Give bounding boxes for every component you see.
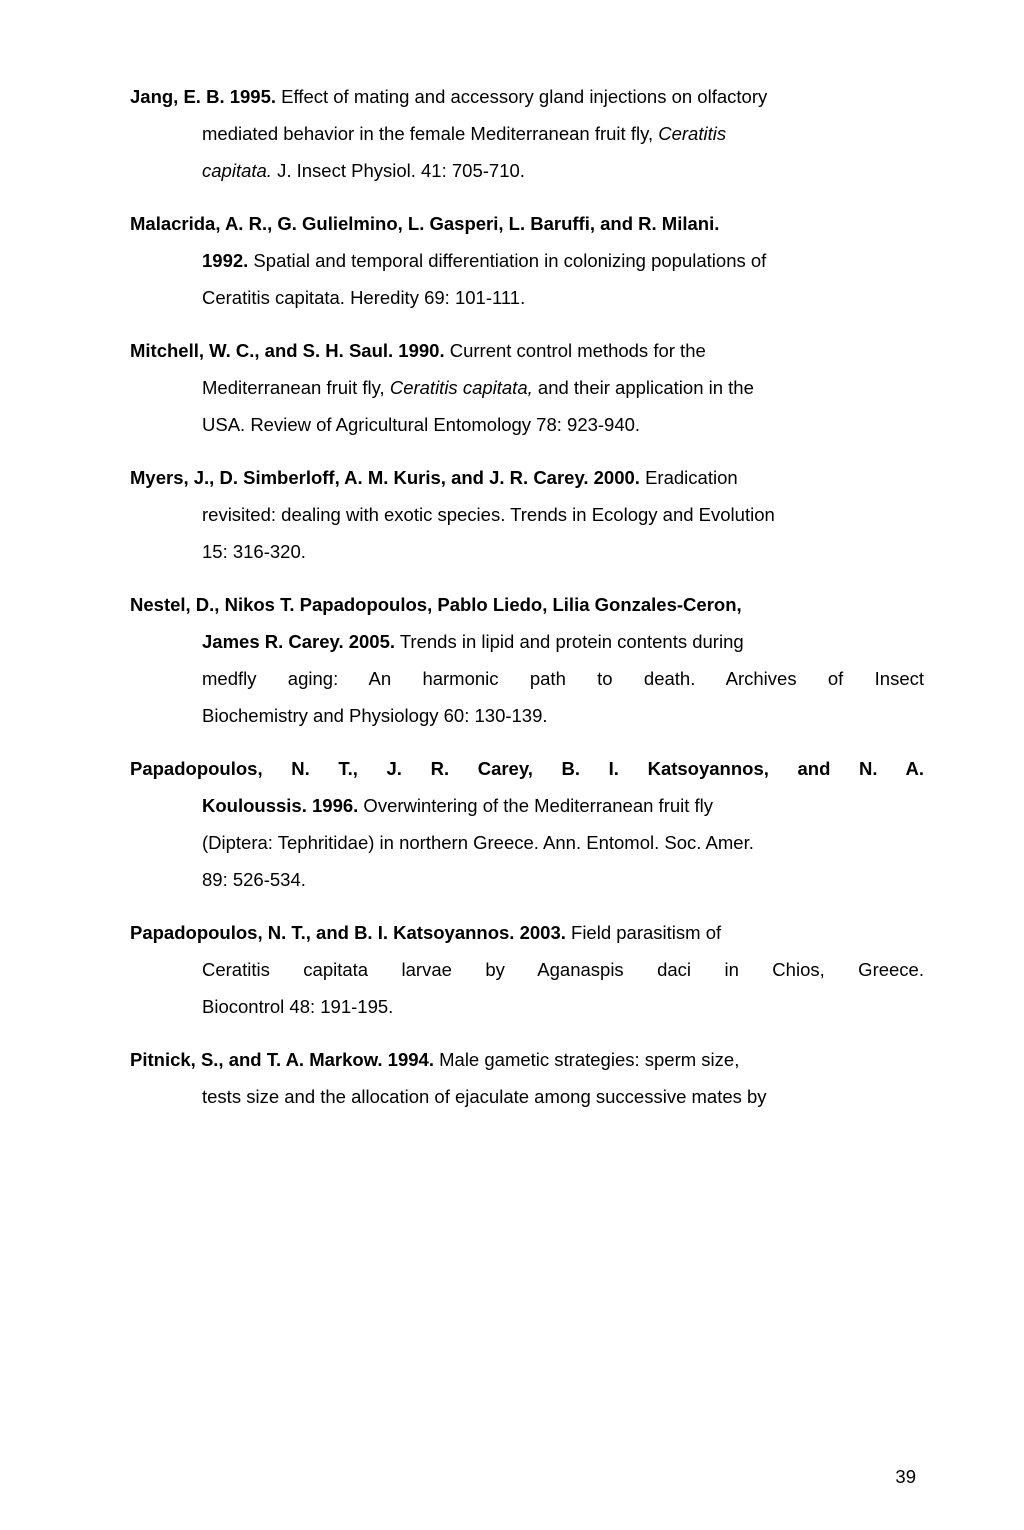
ref-text: Biochemistry and Physiology 60: 130-139.: [202, 705, 548, 726]
ref-italic: capitata.: [202, 160, 272, 181]
ref-text: Trends in lipid and protein contents dur…: [395, 631, 744, 652]
ref-authors: Nestel, D., Nikos T. Papadopoulos, Pablo…: [130, 594, 742, 615]
reference-entry: Myers, J., D. Simberloff, A. M. Kuris, a…: [130, 459, 924, 570]
reference-entry: Nestel, D., Nikos T. Papadopoulos, Pablo…: [130, 586, 924, 734]
ref-text: tests size and the allocation of ejacula…: [202, 1086, 767, 1107]
ref-text: 89: 526-534.: [202, 869, 306, 890]
ref-text: Overwintering of the Mediterranean fruit…: [358, 795, 713, 816]
ref-authors: Mitchell, W. C., and S. H. Saul. 1990.: [130, 340, 445, 361]
ref-text: and their application in the: [533, 377, 754, 398]
reference-entry: Pitnick, S., and T. A. Markow. 1994. Mal…: [130, 1041, 924, 1115]
ref-text: Ceratitis capitata larvae by Aganaspis d…: [202, 959, 924, 980]
ref-text: Spatial and temporal differentiation in …: [248, 250, 766, 271]
ref-italic: Ceratitis capitata,: [390, 377, 533, 398]
ref-text: Eradication: [640, 467, 738, 488]
ref-year: 1992.: [202, 250, 248, 271]
ref-text: Ceratitis capitata. Heredity 69: 101-111…: [202, 287, 525, 308]
ref-year: James R. Carey. 2005.: [202, 631, 395, 652]
ref-text: J. Insect Physiol. 41: 705-710.: [272, 160, 525, 181]
ref-authors: Pitnick, S., and T. A. Markow. 1994.: [130, 1049, 434, 1070]
reference-entry: Malacrida, A. R., G. Gulielmino, L. Gasp…: [130, 205, 924, 316]
reference-list: Jang, E. B. 1995. Effect of mating and a…: [130, 78, 924, 1115]
ref-authors: Papadopoulos, N. T., J. R. Carey, B. I. …: [130, 758, 924, 779]
ref-text: Mediterranean fruit fly,: [202, 377, 390, 398]
ref-text: Field parasitism of: [566, 922, 721, 943]
ref-text: USA. Review of Agricultural Entomology 7…: [202, 414, 640, 435]
ref-authors: Jang, E. B. 1995.: [130, 86, 276, 107]
ref-text: (Diptera: Tephritidae) in northern Greec…: [202, 832, 754, 853]
ref-text: Biocontrol 48: 191-195.: [202, 996, 393, 1017]
ref-authors: Malacrida, A. R., G. Gulielmino, L. Gasp…: [130, 213, 719, 234]
reference-entry: Papadopoulos, N. T., and B. I. Katsoyann…: [130, 914, 924, 1025]
reference-entry: Mitchell, W. C., and S. H. Saul. 1990. C…: [130, 332, 924, 443]
ref-italic: Ceratitis: [658, 123, 726, 144]
reference-entry: Jang, E. B. 1995. Effect of mating and a…: [130, 78, 924, 189]
ref-text: revisited: dealing with exotic species. …: [202, 504, 775, 525]
ref-text: Male gametic strategies: sperm size,: [434, 1049, 739, 1070]
ref-text: Effect of mating and accessory gland inj…: [276, 86, 767, 107]
reference-entry: Papadopoulos, N. T., J. R. Carey, B. I. …: [130, 750, 924, 898]
ref-text: Current control methods for the: [445, 340, 706, 361]
ref-authors: Papadopoulos, N. T., and B. I. Katsoyann…: [130, 922, 566, 943]
page-number: 39: [895, 1466, 916, 1488]
ref-text: medfly aging: An harmonic path to death.…: [202, 668, 924, 689]
ref-text: 15: 316-320.: [202, 541, 306, 562]
ref-year: Kouloussis. 1996.: [202, 795, 358, 816]
ref-text: mediated behavior in the female Mediterr…: [202, 123, 658, 144]
ref-authors: Myers, J., D. Simberloff, A. M. Kuris, a…: [130, 467, 640, 488]
